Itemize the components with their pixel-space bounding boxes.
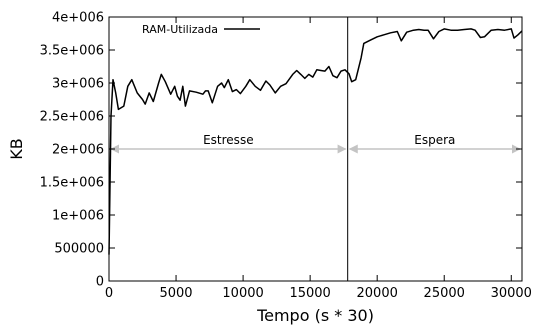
y-tick-label: 3e+006 — [52, 77, 104, 92]
series-line-ram-utilizada — [108, 28, 523, 255]
y-tick-label: 2e+006 — [52, 143, 104, 158]
x-tick-label: 20000 — [357, 286, 398, 301]
y-tick-label: 500000 — [54, 242, 104, 257]
x-tick-label: 30000 — [491, 286, 532, 301]
x-axis-title: Tempo (s * 30) — [256, 306, 374, 325]
y-tick-label: 2.5e+006 — [40, 110, 104, 125]
y-tick-label: 0 — [96, 275, 104, 290]
x-tick-label: 25000 — [424, 286, 465, 301]
phase-label-estresse: Estresse — [203, 133, 253, 147]
legend-label: RAM-Utilizada — [142, 23, 218, 36]
y-tick-label: 1.5e+006 — [40, 176, 104, 191]
y-axis-title: KB — [7, 138, 26, 159]
y-tick-label: 3.5e+006 — [40, 44, 104, 59]
x-tick-label: 5000 — [159, 286, 192, 301]
phase-label-espera: Espera — [414, 133, 455, 147]
x-tick-label: 15000 — [289, 286, 330, 301]
y-tick-label: 1e+006 — [52, 209, 104, 224]
y-tick-label: 4e+006 — [52, 11, 104, 26]
x-tick-label: 10000 — [222, 286, 263, 301]
x-tick-label: 0 — [105, 286, 113, 301]
